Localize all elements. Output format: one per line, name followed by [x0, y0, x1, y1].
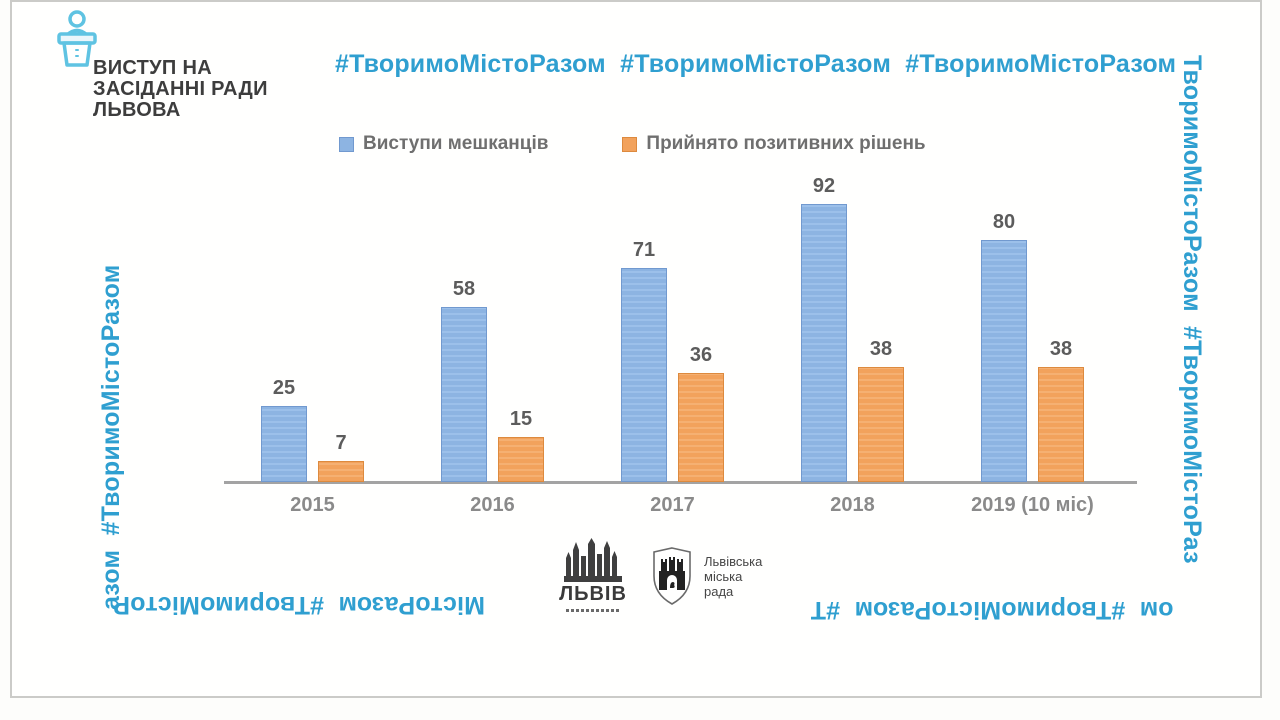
- bar-speeches: [801, 204, 847, 482]
- bar-value-label: 92: [812, 175, 836, 197]
- hashtag-top-row: #ТворимоМістоРазом #ТворимоМістоРазом #Т…: [335, 50, 1185, 78]
- bar-value-label: 71: [632, 239, 656, 261]
- legend-swatch-orange: [622, 136, 638, 152]
- legend-label: Виступи мешканців: [363, 133, 549, 154]
- lviv-logo-wordmark: ЛЬВІВ: [559, 583, 627, 605]
- bar-decisions: [678, 373, 724, 482]
- bar-speeches: [621, 268, 667, 482]
- legend-label: Прийнято позитивних рішень: [646, 133, 926, 154]
- podium-speaker-icon: [57, 10, 97, 67]
- city-council-logo: Львівська міська рада: [650, 546, 762, 606]
- bar-value-label: 38: [1049, 338, 1073, 360]
- lviv-logo-tagline: [566, 609, 620, 612]
- footer-logos: ЛЬВІВ Львівська міська рада: [559, 538, 762, 612]
- legend-item-speeches: Виступи мешканців: [339, 133, 548, 155]
- lviv-skyline-icon: [564, 538, 622, 582]
- bar-decisions: [858, 367, 904, 482]
- bar-value-label: 15: [509, 408, 533, 430]
- council-crest-icon: [653, 547, 691, 605]
- lviv-city-logo: ЛЬВІВ: [559, 538, 627, 612]
- council-logo-caption: Львівська міська рада: [704, 553, 763, 599]
- bar-value-label: 58: [452, 278, 476, 300]
- page-title: ВИСТУП НА ЗАСІДАННІ РАДИ ЛЬВОВА: [93, 57, 268, 121]
- bar-decisions: [318, 461, 364, 482]
- bar-speeches: [441, 307, 487, 482]
- bar-decisions: [1038, 367, 1084, 482]
- x-axis-line: [224, 481, 1137, 484]
- bar-speeches: [981, 240, 1027, 482]
- bar-value-label: 25: [272, 377, 296, 399]
- bar-value-label: 7: [335, 432, 347, 454]
- chart-legend: Виступи мешканців Прийнято позитивних рі…: [339, 133, 926, 155]
- bar-speeches: [261, 406, 307, 482]
- legend-item-decisions: Прийнято позитивних рішень: [622, 133, 926, 155]
- x-axis-category-label: 2016: [470, 494, 515, 516]
- legend-swatch-blue: [339, 136, 354, 152]
- x-axis-category-label: 2015: [290, 494, 335, 516]
- x-axis-category-label: 2018: [830, 494, 875, 516]
- slide-canvas: ВИСТУП НА ЗАСІДАННІ РАДИ ЛЬВОВА #Творимо…: [10, 0, 1262, 698]
- bar-decisions: [498, 437, 544, 482]
- x-axis-category-label: 2017: [650, 494, 695, 516]
- bar-value-label: 38: [869, 338, 893, 360]
- bar-value-label: 80: [992, 211, 1016, 233]
- x-axis-category-label: 2019 (10 міс): [971, 494, 1094, 516]
- bar-value-label: 36: [689, 344, 713, 366]
- bar-chart: 25 7 2015 58 15 2016 71 36 2017 92 38 2018 80 38 2019 …: [12, 2, 1260, 696]
